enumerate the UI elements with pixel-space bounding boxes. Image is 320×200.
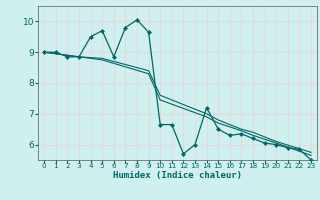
X-axis label: Humidex (Indice chaleur): Humidex (Indice chaleur) — [113, 171, 242, 180]
